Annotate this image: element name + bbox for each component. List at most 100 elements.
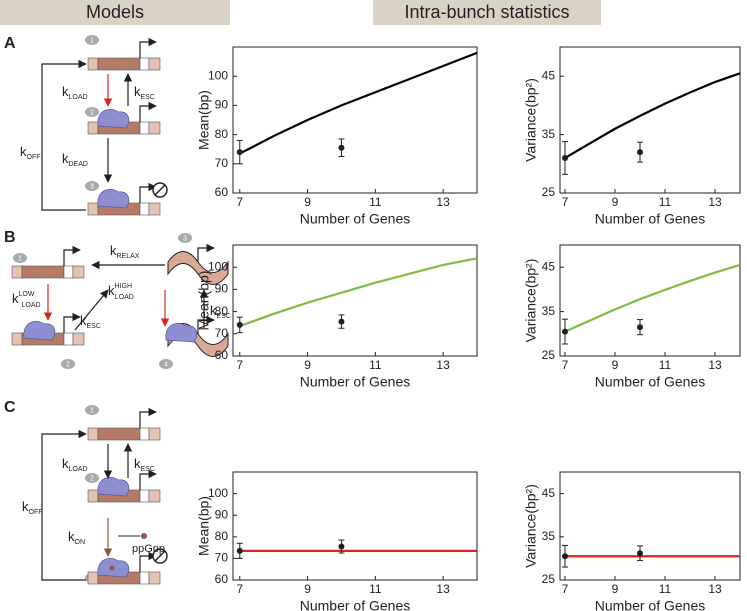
y-axis-title: Mean(bp) xyxy=(196,496,212,556)
y-tick-label: 100 xyxy=(208,259,228,273)
x-tick-label: 9 xyxy=(304,358,311,372)
data-point xyxy=(236,321,243,328)
y-tick-label: 25 xyxy=(542,185,556,199)
rate-base: k xyxy=(80,313,87,328)
gene-segment xyxy=(87,202,99,216)
plot-frame xyxy=(232,471,478,581)
x-axis-title: Number of Genes xyxy=(300,374,411,390)
gene-segment xyxy=(11,265,23,279)
y-tick-label: 80 xyxy=(215,304,229,318)
x-tick-label: 7 xyxy=(562,582,569,596)
gene-segment xyxy=(97,427,141,441)
y-tick-label: 90 xyxy=(215,98,229,112)
y-axis-title: Variance(bp²) xyxy=(523,259,539,343)
x-tick-label: 9 xyxy=(304,195,311,209)
supercoiled-gene xyxy=(167,251,229,285)
y-tick-label: 70 xyxy=(215,156,229,170)
x-tick-label: 13 xyxy=(436,582,450,596)
y-tick-label: 35 xyxy=(542,529,556,543)
rate-base: k xyxy=(134,456,141,471)
y-tick-label: 60 xyxy=(215,348,229,362)
ppgpp-dot xyxy=(109,565,115,571)
gene-segment xyxy=(148,489,161,503)
x-tick-label: 7 xyxy=(562,358,569,372)
x-axis-title: Number of Genes xyxy=(300,598,411,611)
polymerase xyxy=(97,477,130,497)
promoter-arrow xyxy=(139,469,157,490)
gene-segment xyxy=(139,121,150,135)
x-axis-title: Number of Genes xyxy=(595,598,706,611)
gene-segment xyxy=(139,202,150,216)
x-axis-title: Number of Genes xyxy=(300,211,411,227)
y-tick-label: 80 xyxy=(215,529,229,543)
rate-label: kON xyxy=(68,529,85,545)
plot-frame xyxy=(559,244,741,357)
gene-segment xyxy=(148,202,161,216)
rate-label: kRELAX xyxy=(110,243,140,259)
rate-base: k xyxy=(12,291,19,306)
data-point xyxy=(338,144,345,151)
rate-label: kESC xyxy=(80,313,101,329)
data-point xyxy=(338,543,345,550)
polymerase xyxy=(97,109,130,129)
gene-segment xyxy=(72,332,85,346)
state-number: 2 xyxy=(90,475,94,482)
rate-base: k xyxy=(20,144,27,159)
y-tick-label: 90 xyxy=(215,282,229,296)
gene-segment xyxy=(87,489,99,503)
gene-segment xyxy=(21,265,65,279)
promoter-arrow xyxy=(63,312,81,333)
rate-base: k xyxy=(210,303,217,318)
y-tick-label: 25 xyxy=(542,572,556,586)
molecule-label: ppGpp xyxy=(132,543,165,555)
plot-frame xyxy=(232,46,478,194)
gene-segment xyxy=(97,57,141,71)
rate-label: kHIGH LOAD xyxy=(108,283,134,301)
x-tick-label: 9 xyxy=(612,358,619,372)
x-tick-label: 7 xyxy=(236,195,243,209)
x-tick-label: 11 xyxy=(369,582,382,596)
state-number: 2 xyxy=(90,109,94,116)
gene-segment xyxy=(63,265,74,279)
gene-segment xyxy=(139,427,150,441)
promoter-arrow xyxy=(197,243,215,262)
rate-sup: LOW xyxy=(19,291,35,298)
y-tick-label: 45 xyxy=(542,486,556,500)
rate-sub: OFF xyxy=(29,509,43,516)
y-tick-label: 60 xyxy=(215,572,229,586)
x-axis-title: Number of Genes xyxy=(595,211,706,227)
model-curve xyxy=(239,51,478,155)
gene-segment xyxy=(148,121,161,135)
rate-label: kOFF xyxy=(20,144,41,160)
x-tick-label: 13 xyxy=(436,358,450,372)
gene-segment xyxy=(72,265,85,279)
promoter-arrow xyxy=(139,551,157,572)
state-number: 4 xyxy=(164,361,168,368)
gene-segment xyxy=(11,332,23,346)
panel-label: B xyxy=(4,229,16,246)
x-tick-label: 11 xyxy=(369,195,382,209)
rate-sub: OFF xyxy=(27,154,41,161)
rate-sub: LOAD xyxy=(115,294,134,301)
rate-base: k xyxy=(134,84,141,99)
rate-base: k xyxy=(22,499,29,514)
reset-loop xyxy=(41,59,87,211)
rate-base: k xyxy=(62,84,69,99)
y-tick-label: 45 xyxy=(542,259,556,273)
rate-sub: ESC xyxy=(217,313,231,320)
panel-label: A xyxy=(4,35,16,52)
state-badge xyxy=(85,405,99,415)
y-axis-title: Variance(bp²) xyxy=(523,484,539,568)
gene-segment xyxy=(139,489,150,503)
data-point xyxy=(236,547,243,554)
x-tick-label: 9 xyxy=(304,582,311,596)
data-point xyxy=(562,328,568,335)
rate-sub: LOAD xyxy=(69,94,88,101)
gene-segment xyxy=(148,57,161,71)
rate-sub: ON xyxy=(75,539,86,546)
state-number: 3 xyxy=(183,235,187,242)
state-number: 2 xyxy=(66,361,70,368)
gene-segment xyxy=(87,427,99,441)
promoter-arrow xyxy=(63,245,81,266)
rate-label: kLOAD xyxy=(62,84,88,100)
